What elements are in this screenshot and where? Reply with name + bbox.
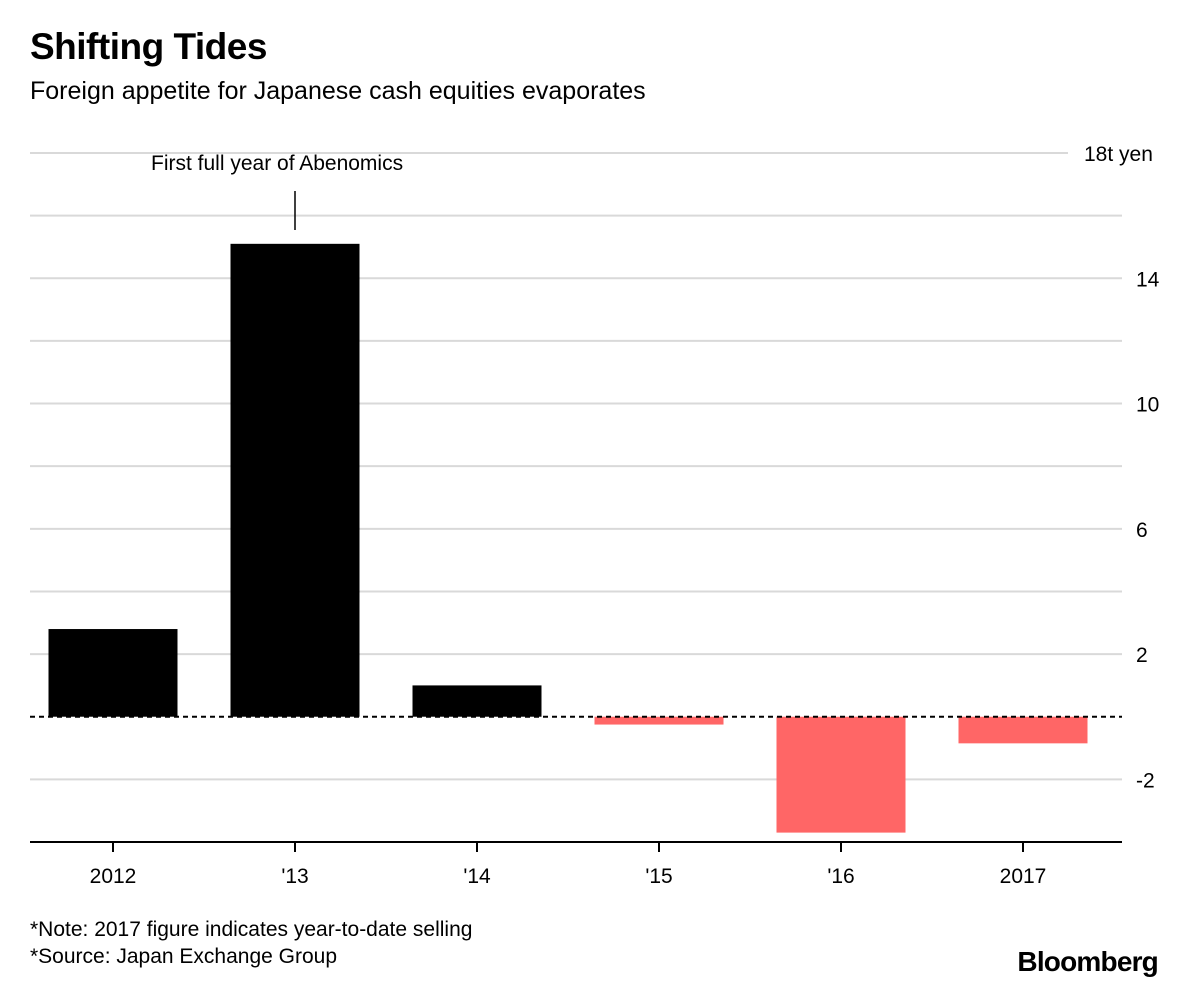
x-tick-label: 2012: [90, 865, 137, 888]
x-tick-label: '16: [827, 865, 854, 888]
bars: [48, 243, 1088, 833]
y-tick-label: 2: [1136, 644, 1148, 667]
bar-0: [48, 629, 178, 717]
x-tick-label: '13: [281, 865, 308, 888]
y-axis: 18t yen 14 10 6 2 -2: [1084, 143, 1160, 792]
footnote-note: *Note: 2017 figure indicates year-to-dat…: [30, 918, 473, 941]
gridlines: [30, 152, 1122, 781]
bar-5: [958, 716, 1088, 744]
y-tick-label: -2: [1136, 769, 1155, 792]
x-axis: 2012 '13 '14 '15 '16 2017: [30, 841, 1122, 888]
footnote-source: *Source: Japan Exchange Group: [30, 945, 338, 968]
bar-3: [594, 716, 724, 725]
x-tick-label: '15: [645, 865, 672, 888]
bar-2: [412, 685, 542, 717]
y-tick-label: 6: [1136, 519, 1148, 542]
y-tick-label: 10: [1136, 394, 1159, 417]
x-tick-label: '14: [463, 865, 491, 888]
annotation: First full year of Abenomics: [151, 152, 403, 230]
annotation-text: First full year of Abenomics: [151, 152, 403, 175]
x-tick-label: 2017: [1000, 865, 1047, 888]
y-tick-label: 14: [1136, 268, 1160, 291]
bar-chart: 18t yen 14 10 6 2 -2 2012 '13 '14 '15 '16 2017 Fir…: [30, 143, 1160, 888]
chart-subtitle: Foreign appetite for Japanese cash equit…: [30, 77, 646, 105]
bloomberg-logo: Bloomberg: [1017, 946, 1158, 977]
y-tick-label: 18t yen: [1084, 143, 1153, 166]
bar-1: [230, 243, 360, 717]
bar-4: [776, 716, 906, 833]
chart-title: Shifting Tides: [30, 26, 267, 67]
